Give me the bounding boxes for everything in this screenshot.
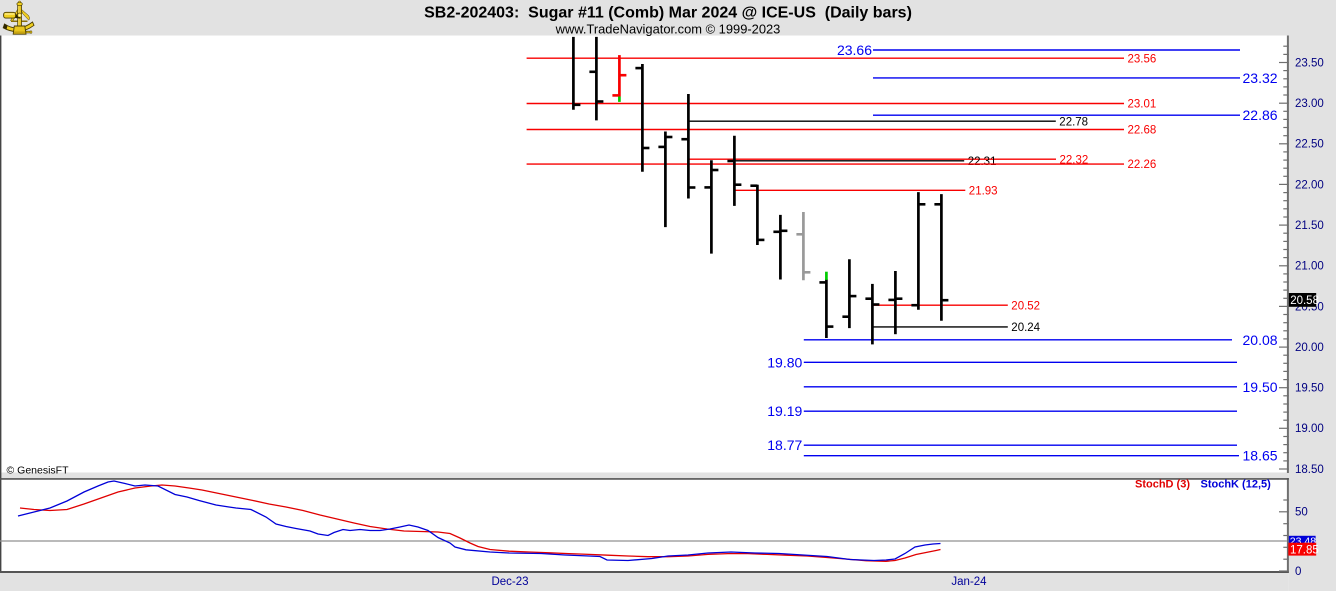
svg-text:22.86: 22.86 bbox=[1243, 107, 1278, 123]
svg-text:22.26: 22.26 bbox=[1128, 159, 1157, 171]
svg-text:23.32: 23.32 bbox=[1243, 70, 1278, 86]
svg-text:Dec-23: Dec-23 bbox=[491, 576, 528, 588]
svg-text:21.50: 21.50 bbox=[1295, 220, 1324, 232]
svg-text:19.80: 19.80 bbox=[767, 354, 802, 370]
svg-text:StochD (3): StochD (3) bbox=[1135, 479, 1190, 491]
svg-text:20.52: 20.52 bbox=[1011, 300, 1040, 312]
svg-text:21.93: 21.93 bbox=[969, 185, 998, 197]
svg-text:19.19: 19.19 bbox=[767, 403, 802, 419]
svg-text:22.68: 22.68 bbox=[1128, 125, 1157, 137]
svg-text:22.00: 22.00 bbox=[1295, 179, 1324, 191]
svg-text:21.00: 21.00 bbox=[1295, 261, 1324, 273]
svg-text:18.50: 18.50 bbox=[1295, 464, 1324, 476]
svg-text:22.78: 22.78 bbox=[1059, 116, 1088, 128]
svg-text:© GenesisFT: © GenesisFT bbox=[7, 465, 70, 477]
svg-text:50: 50 bbox=[1295, 507, 1308, 519]
svg-text:20.24: 20.24 bbox=[1011, 322, 1040, 334]
svg-text:22.32: 22.32 bbox=[1060, 154, 1089, 166]
svg-text:20.58: 20.58 bbox=[1290, 295, 1319, 307]
svg-text:StochK (12,5): StochK (12,5) bbox=[1201, 479, 1272, 491]
svg-text:22.50: 22.50 bbox=[1295, 139, 1324, 151]
svg-text:20.00: 20.00 bbox=[1295, 342, 1324, 354]
svg-text:18.65: 18.65 bbox=[1243, 448, 1278, 464]
svg-text:17.85: 17.85 bbox=[1290, 544, 1319, 556]
svg-text:23.01: 23.01 bbox=[1128, 99, 1157, 111]
svg-text:23.56: 23.56 bbox=[1128, 53, 1157, 65]
svg-text:SB2-202403: Sugar #11 (Comb): SB2-202403: Sugar #11 (Comb) Mar 2024 @ … bbox=[424, 5, 912, 22]
svg-text:20.08: 20.08 bbox=[1243, 332, 1278, 348]
svg-text:www.TradeNavigator.com © 1999-: www.TradeNavigator.com © 1999-2023 bbox=[555, 22, 781, 37]
svg-text:0: 0 bbox=[1295, 566, 1301, 578]
svg-text:22.31: 22.31 bbox=[968, 156, 997, 168]
svg-text:23.00: 23.00 bbox=[1295, 98, 1324, 110]
svg-text:Jan-24: Jan-24 bbox=[951, 576, 987, 588]
svg-text:19.50: 19.50 bbox=[1243, 379, 1278, 395]
svg-text:19.50: 19.50 bbox=[1295, 383, 1324, 395]
svg-text:18.77: 18.77 bbox=[767, 437, 802, 453]
svg-text:23.66: 23.66 bbox=[837, 42, 872, 58]
svg-text:19.00: 19.00 bbox=[1295, 423, 1324, 435]
svg-text:23.50: 23.50 bbox=[1295, 57, 1324, 69]
